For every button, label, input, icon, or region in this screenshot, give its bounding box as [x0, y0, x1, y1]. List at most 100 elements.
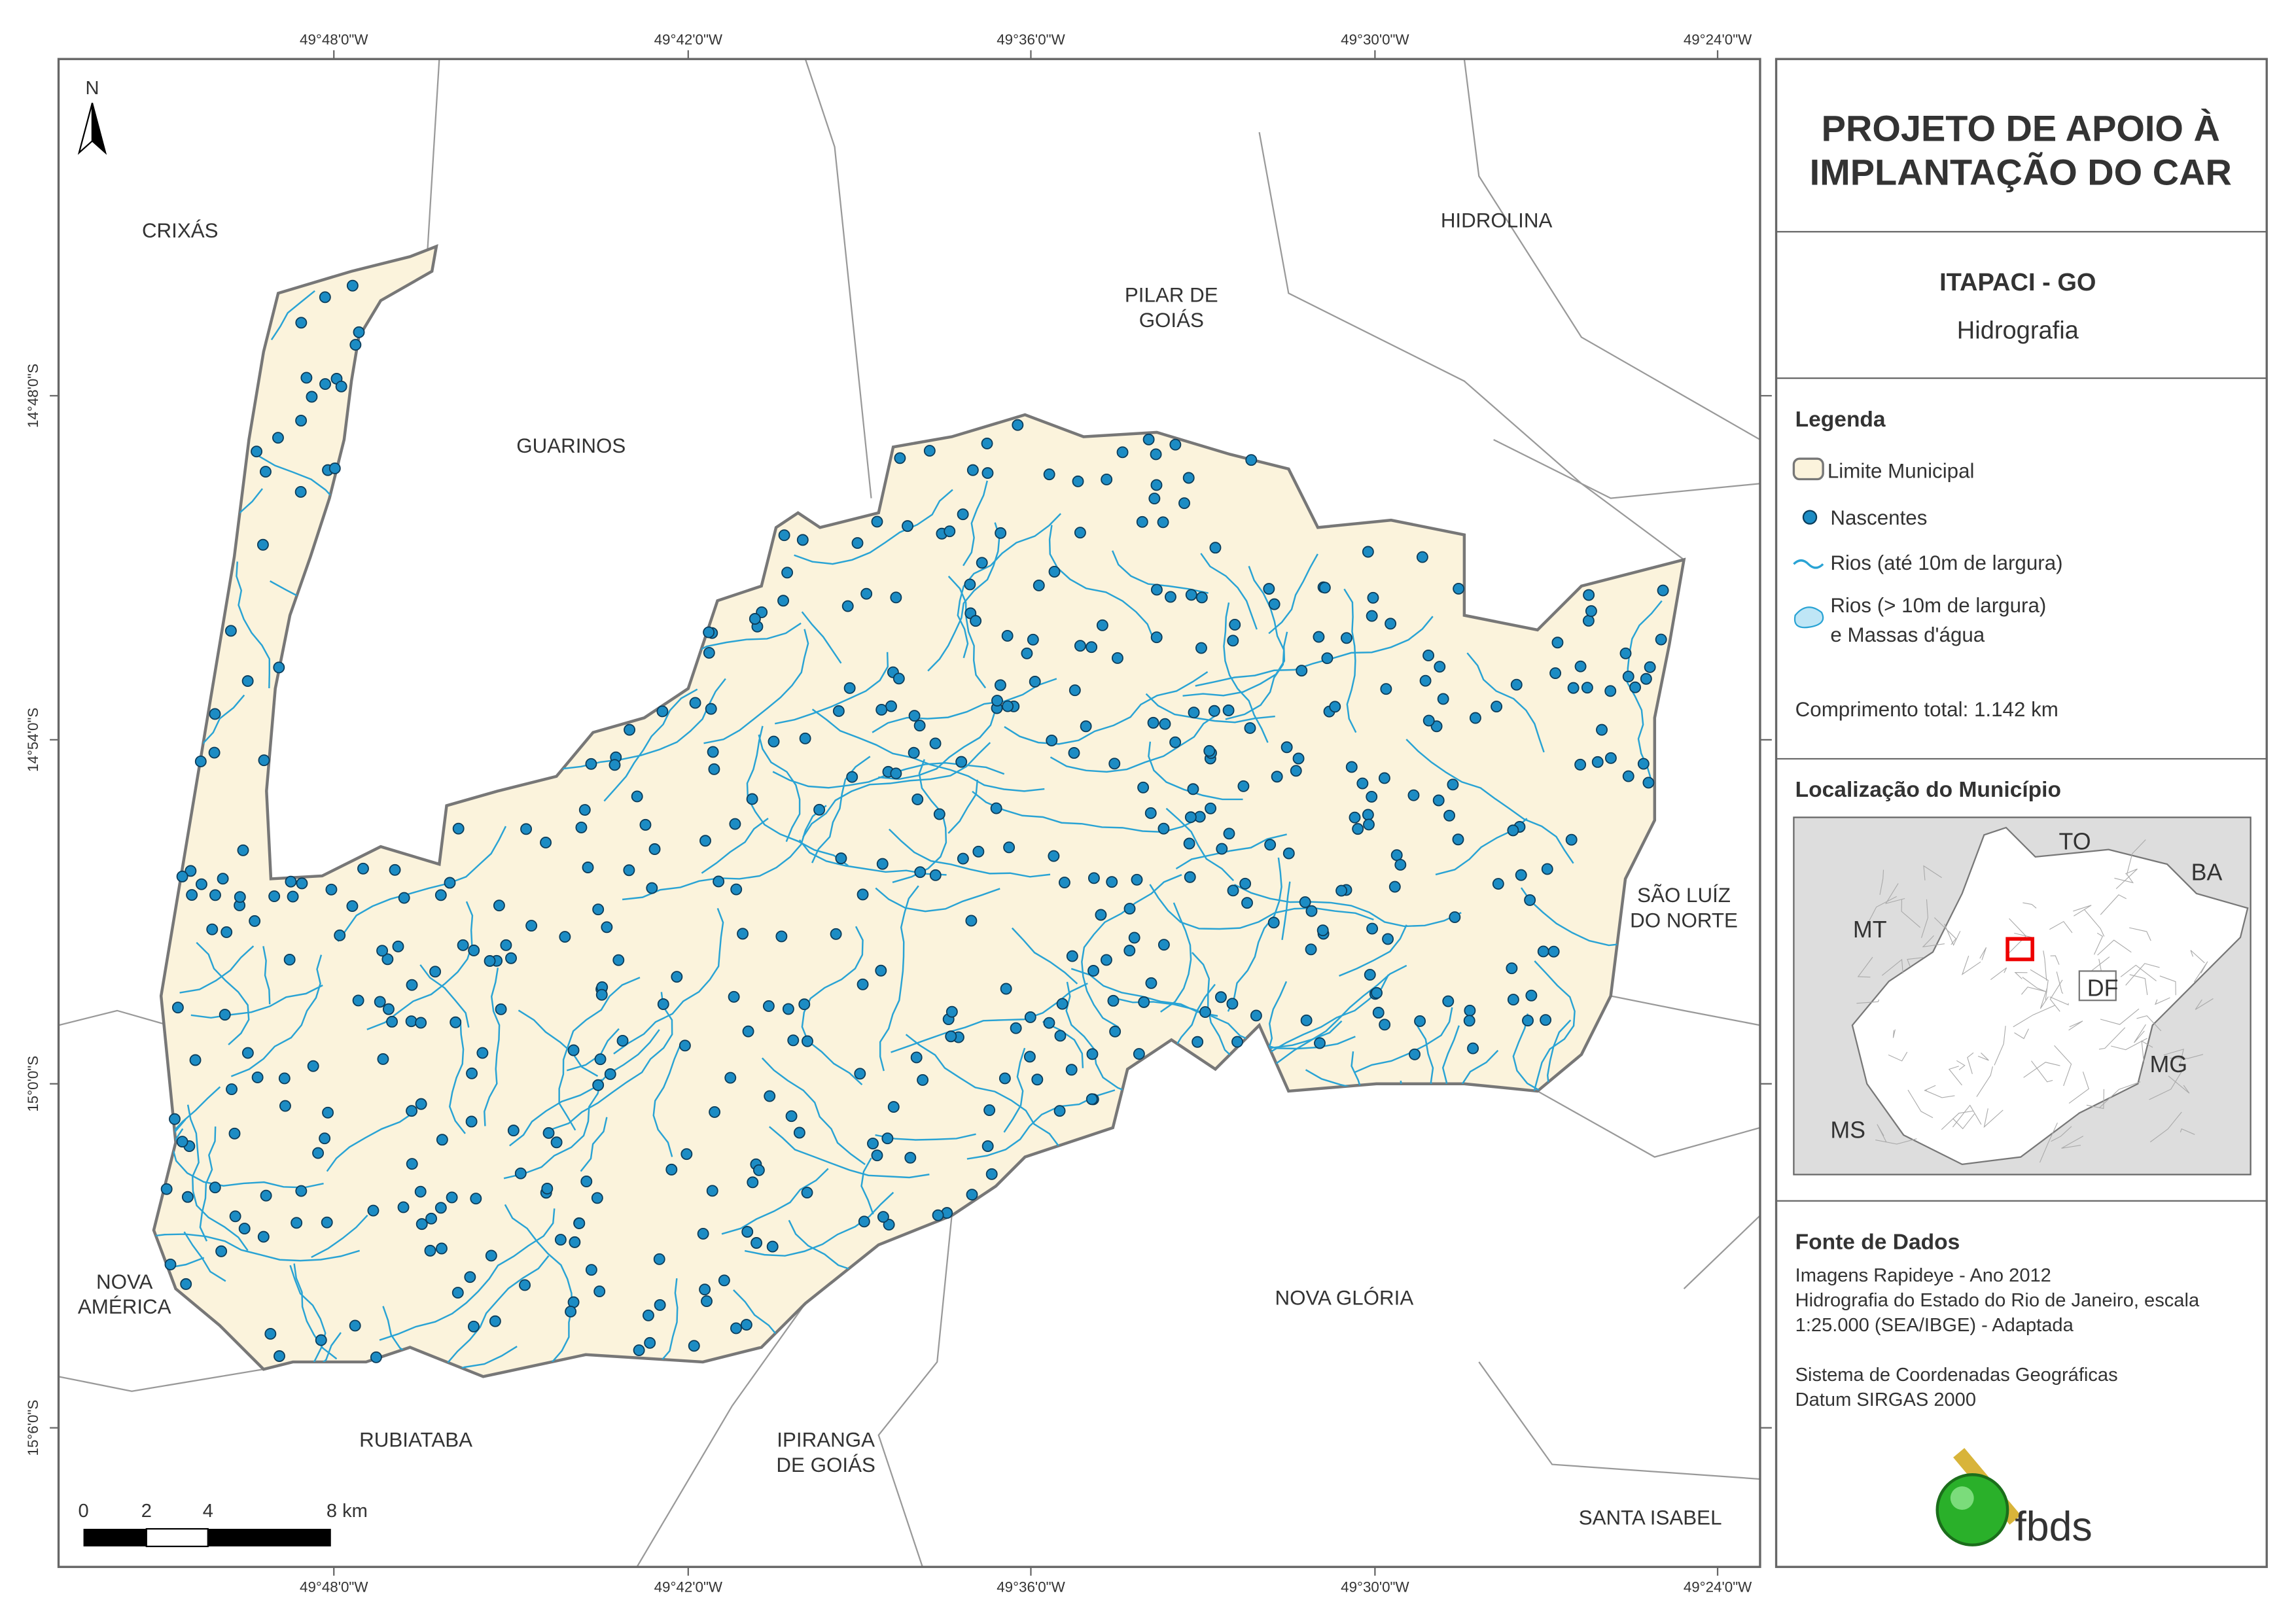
spring [1001, 630, 1014, 642]
inset-line [2021, 986, 2047, 995]
spring [1434, 661, 1446, 673]
spring [713, 875, 725, 888]
spring [540, 836, 552, 848]
spring [1585, 605, 1597, 618]
spring [1321, 652, 1333, 665]
boundary [1258, 131, 1685, 561]
inset-line [1994, 1026, 2006, 1066]
inset-line [2100, 1008, 2140, 1025]
spring [983, 1104, 996, 1116]
inset-line [2086, 1089, 2104, 1109]
spring [495, 1003, 507, 1015]
spring [1363, 818, 1375, 831]
inset-line [2098, 1027, 2126, 1050]
river [1042, 1021, 1084, 1068]
spring [781, 567, 794, 579]
spring [279, 1100, 291, 1112]
spring [631, 790, 643, 803]
spring [1216, 843, 1228, 855]
spring [520, 823, 533, 835]
spring [500, 939, 512, 951]
map-frame [57, 58, 1761, 1568]
spring [565, 1306, 577, 1318]
inset-line [2169, 1054, 2204, 1059]
spring [1157, 939, 1170, 951]
spring [1058, 877, 1070, 888]
spring [966, 1189, 978, 1201]
spring [1165, 591, 1176, 603]
inset-line [2149, 1111, 2182, 1143]
coordinate-label: 49°30'0"W [1341, 31, 1409, 48]
inset-line [2056, 971, 2064, 994]
river [1004, 671, 1209, 745]
boundary [1537, 1090, 1760, 1158]
river [1050, 712, 1219, 773]
scale-label: 2 [141, 1501, 152, 1522]
river [186, 1104, 249, 1251]
spring [592, 903, 605, 916]
spring [994, 679, 1006, 691]
sources-text: Imagens Rapideye - Ano 2012 Hidrografia d… [1795, 1265, 2200, 1410]
spring [228, 1127, 241, 1140]
spring [857, 888, 869, 901]
spring [273, 661, 285, 674]
spring [1447, 778, 1459, 791]
boundary [877, 1215, 953, 1567]
spring [699, 1283, 711, 1296]
spring [1150, 584, 1163, 596]
spring [998, 1072, 1011, 1085]
spring [1271, 771, 1283, 783]
spring [1463, 1015, 1475, 1027]
spring [1147, 716, 1159, 729]
river [1343, 588, 1357, 733]
spring [860, 587, 873, 600]
spring [1239, 877, 1252, 890]
spring [1086, 641, 1098, 654]
spring [209, 1181, 221, 1194]
spring [414, 1185, 427, 1198]
river [1227, 857, 1282, 1012]
spring [295, 415, 308, 427]
spring [519, 1279, 531, 1291]
spring [1183, 837, 1195, 850]
spring [164, 1258, 177, 1270]
river [947, 779, 979, 834]
coordinate-label: 49°42'0"W [654, 1579, 723, 1595]
spring [1292, 752, 1305, 765]
spring [653, 1253, 665, 1265]
inset-line [1990, 967, 2007, 980]
boundary [58, 1009, 169, 1026]
spring [665, 1163, 678, 1176]
spring [875, 704, 888, 716]
spring [1043, 468, 1055, 481]
spring [841, 600, 854, 612]
coordinate-label: 14°54'0"S [25, 708, 41, 772]
inset-line [1956, 1060, 1966, 1070]
spring [257, 1230, 270, 1243]
spring [374, 996, 386, 1008]
spring [1372, 1007, 1385, 1019]
spring [680, 1148, 693, 1161]
spring [778, 529, 790, 542]
inset-highlight [2005, 937, 2034, 962]
spring [525, 920, 538, 932]
spring [582, 862, 594, 873]
river [1148, 741, 1243, 801]
spring [319, 1132, 331, 1145]
spring [624, 724, 636, 736]
river [379, 1208, 556, 1341]
spring [1087, 965, 1099, 977]
spring [353, 326, 365, 338]
spring [1157, 516, 1169, 529]
spring [1086, 1048, 1099, 1060]
spring [1567, 682, 1580, 694]
spring [1367, 591, 1379, 604]
scale-segment [207, 1529, 331, 1546]
spring [1541, 863, 1553, 875]
spring [923, 445, 936, 457]
spring [908, 710, 921, 722]
river [927, 522, 1000, 672]
spring [1086, 1093, 1098, 1106]
spring [1241, 897, 1253, 909]
